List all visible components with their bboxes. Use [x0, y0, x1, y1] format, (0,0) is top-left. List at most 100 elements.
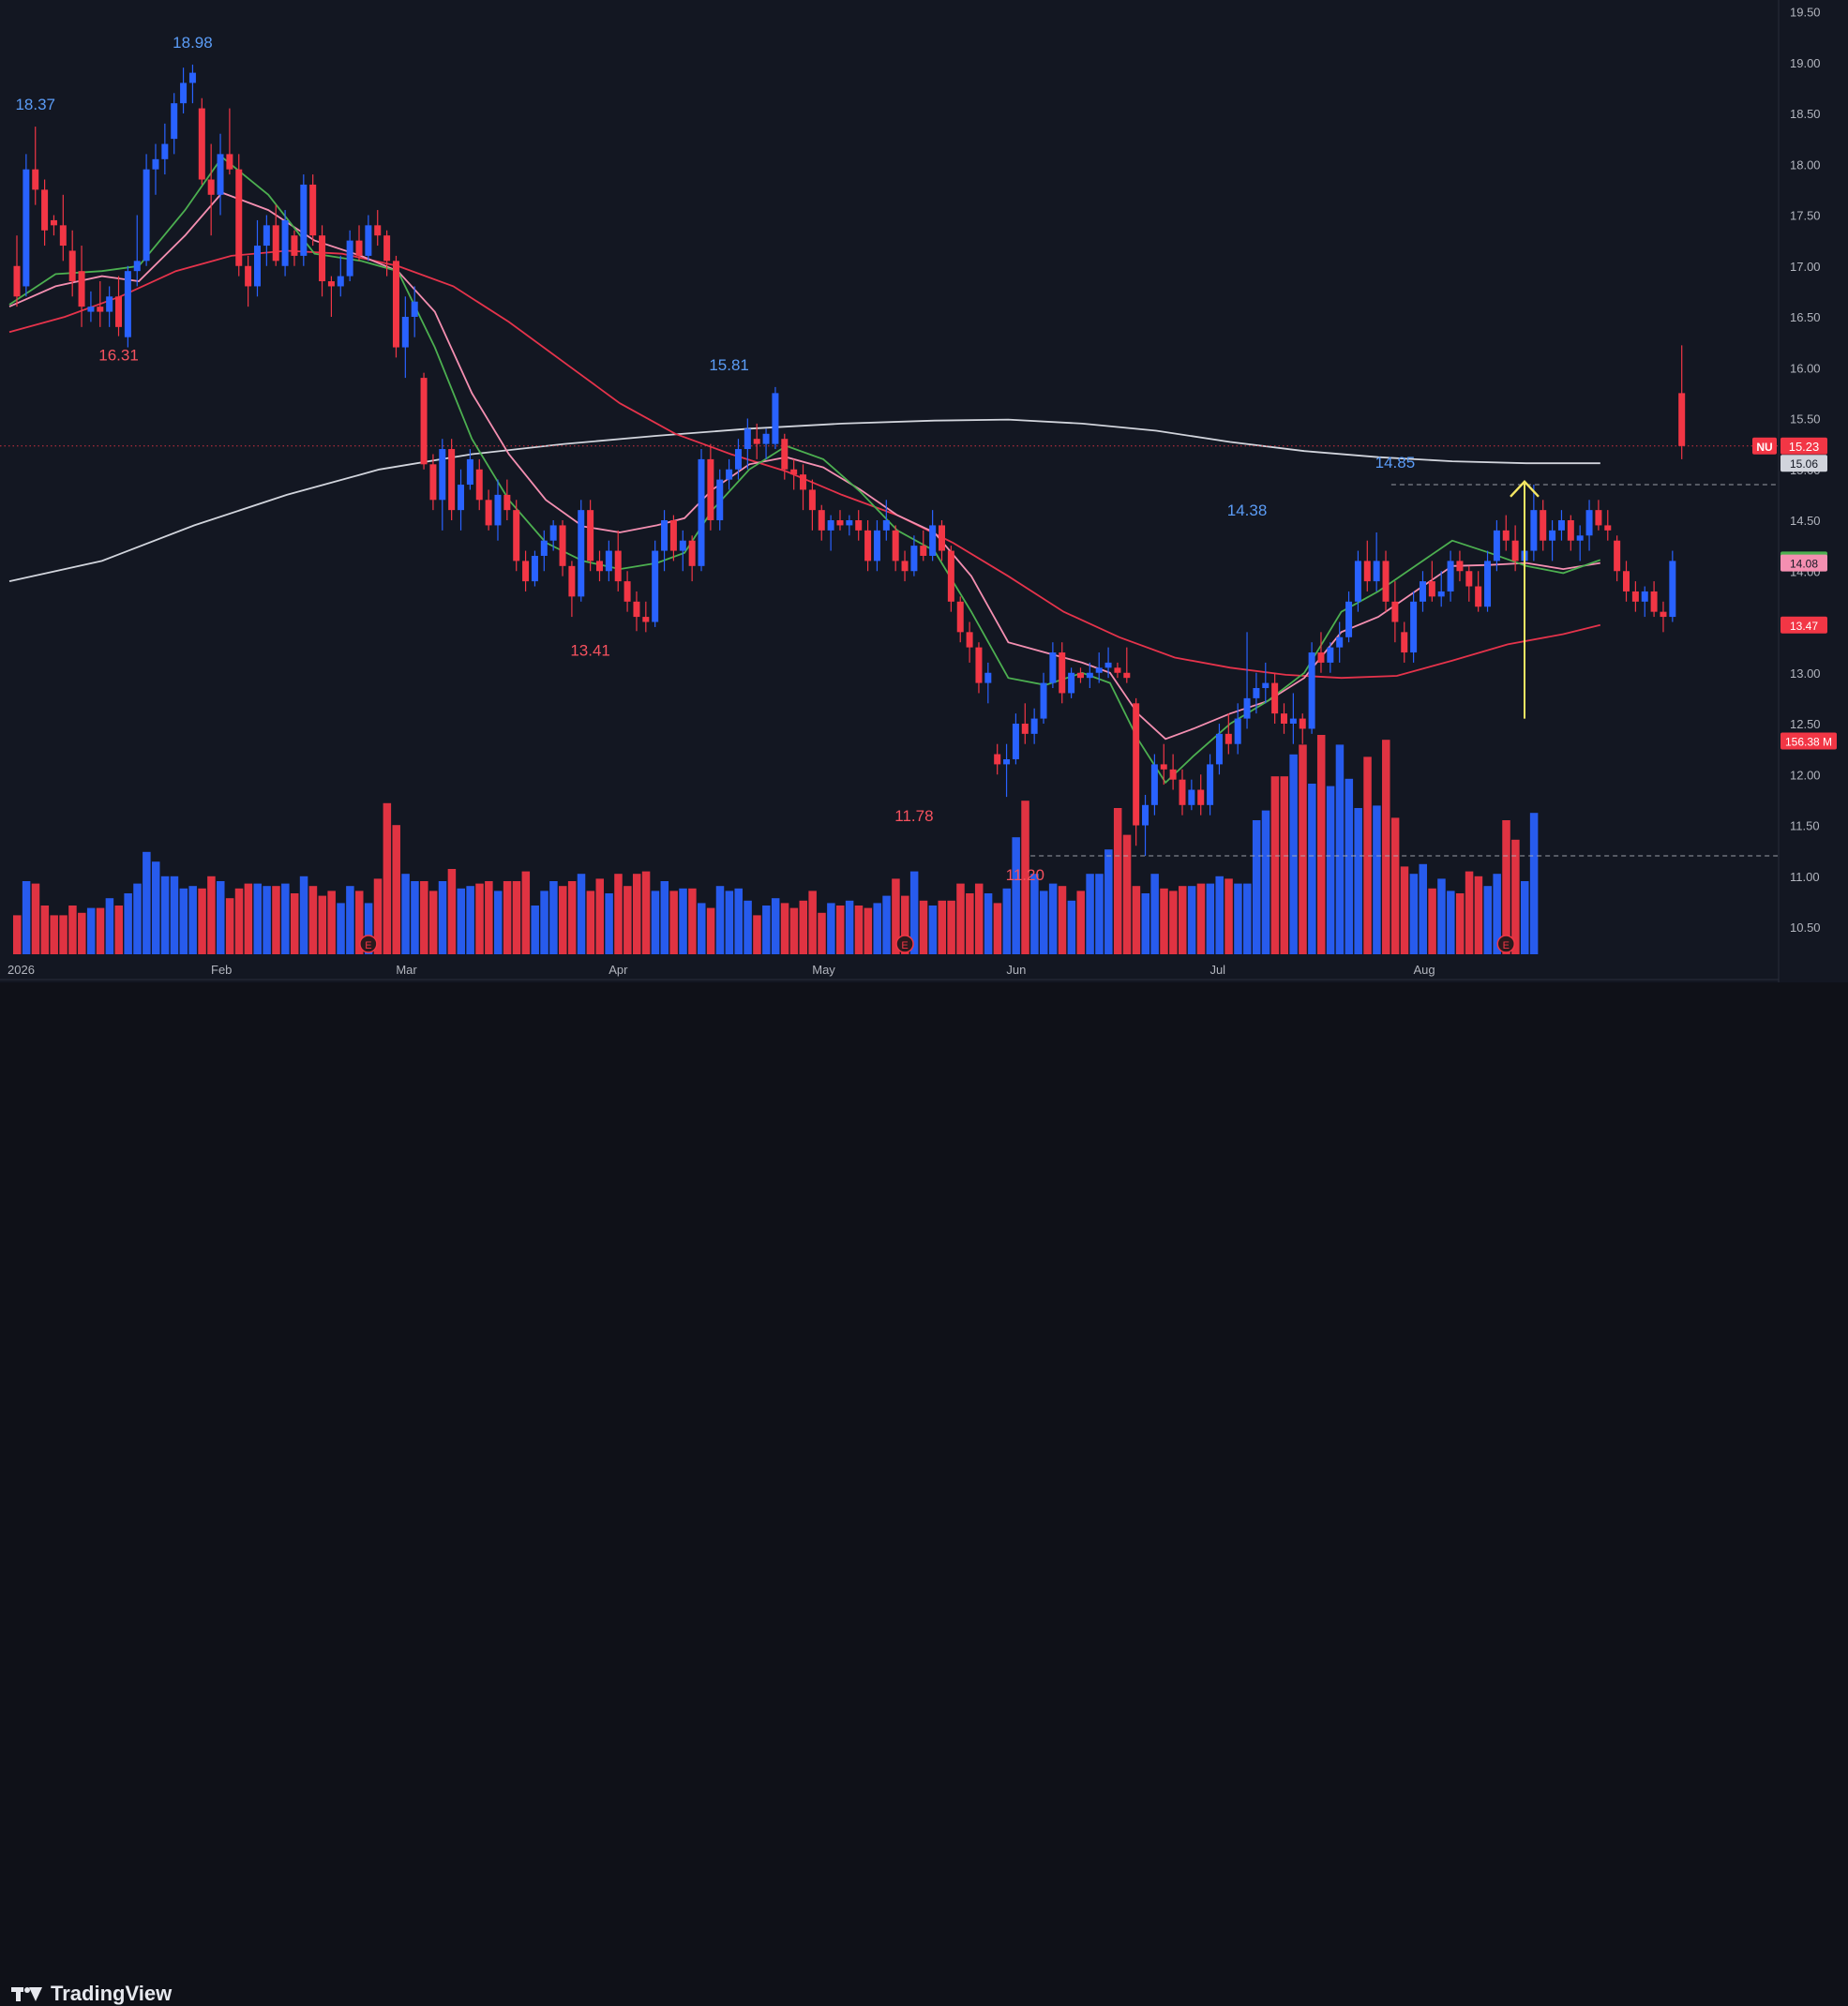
candle	[808, 479, 816, 531]
candle-body	[642, 617, 650, 622]
volume-bar	[1169, 891, 1178, 954]
candle	[87, 291, 95, 322]
candle-body	[1133, 703, 1140, 826]
volume-bar	[1095, 874, 1104, 954]
volume-bar	[1187, 886, 1196, 954]
candle-body	[882, 520, 890, 531]
footer-bar: TradingView	[0, 982, 1848, 2005]
volume-bar	[845, 900, 854, 954]
volume-bar	[217, 881, 225, 954]
price-tick-label: 19.00	[1790, 56, 1821, 70]
candle-body	[1502, 530, 1510, 541]
volume-bar	[1316, 735, 1326, 954]
volume-bar	[160, 876, 170, 954]
candle	[910, 535, 918, 576]
candle-body	[846, 520, 853, 526]
candle-body	[513, 510, 520, 561]
candle	[726, 458, 733, 490]
volume-bar	[909, 871, 919, 954]
candle	[309, 174, 317, 247]
volume-bar	[679, 888, 687, 954]
candle	[1142, 794, 1149, 857]
price-annotation: 18.37	[15, 96, 55, 113]
volume-bar	[586, 891, 595, 954]
candle-body	[1095, 667, 1103, 673]
volume-bar	[1437, 878, 1446, 954]
candle-body	[753, 439, 760, 444]
candle	[1678, 345, 1686, 459]
volume-bar	[669, 891, 678, 954]
volume-bar	[457, 888, 466, 954]
price-tick-label: 18.00	[1790, 157, 1821, 172]
candle	[864, 520, 872, 572]
candle	[679, 530, 686, 572]
time-tick-label: Apr	[608, 963, 628, 977]
ma-long-line	[8, 418, 1600, 582]
volume-bar	[22, 881, 31, 954]
candle	[1207, 754, 1214, 816]
candle-body	[291, 235, 298, 256]
candle-body	[1253, 688, 1260, 698]
volume-bar	[59, 915, 68, 954]
candle-body	[1114, 667, 1121, 673]
candle-body	[1169, 769, 1177, 780]
axis-price-badge: 13.47	[1780, 616, 1827, 634]
volume-bar	[225, 898, 234, 954]
candle	[827, 515, 834, 551]
tradingview-logo[interactable]: TradingView	[11, 1982, 172, 2006]
candle	[115, 276, 123, 337]
candle-body	[661, 520, 669, 551]
candle	[688, 535, 696, 582]
candle-body	[1234, 718, 1241, 744]
price-tick-label: 12.00	[1790, 768, 1821, 782]
volume-bar	[1122, 834, 1132, 954]
candle	[1502, 515, 1510, 551]
candle-body	[59, 225, 67, 247]
candle	[439, 439, 446, 531]
volume-bar	[493, 891, 503, 954]
volume-bar	[753, 915, 761, 954]
ticker-price-badge: NU 15.23	[1752, 437, 1827, 455]
volume-bar	[411, 881, 419, 954]
volume-bar	[114, 906, 124, 954]
candle	[956, 596, 964, 643]
volume-bar	[901, 895, 909, 954]
candle-body	[485, 500, 492, 526]
volume-bar	[1502, 820, 1510, 954]
price-tick-label: 12.50	[1790, 717, 1821, 731]
volume-bar	[974, 883, 984, 954]
volume-bar	[1141, 893, 1150, 954]
candle	[503, 479, 511, 520]
candle-body	[1059, 652, 1066, 694]
price-chart[interactable]: 18.37 18.98 16.31 15.81 13.41 11.78 11.20 14.38…	[0, 0, 1848, 982]
candle-body	[1437, 591, 1445, 597]
candle-body	[1614, 540, 1621, 572]
volume-bar	[1030, 874, 1039, 954]
candle	[1003, 743, 1011, 798]
volume-bar	[1261, 810, 1270, 954]
candle	[281, 210, 289, 277]
volume-bar	[151, 861, 160, 954]
candle	[41, 179, 49, 247]
candle	[790, 458, 798, 490]
volume-bar	[1280, 776, 1289, 954]
volume-bar	[188, 886, 197, 954]
candle-body	[41, 189, 49, 231]
volume-bar	[337, 903, 345, 954]
candle	[23, 154, 30, 297]
candle-body	[300, 184, 308, 256]
candle	[1540, 500, 1547, 551]
candle-body	[1021, 724, 1029, 734]
candle	[494, 479, 502, 541]
volume-bar	[1058, 886, 1067, 954]
candle	[1104, 647, 1112, 679]
candle	[1068, 667, 1075, 698]
volume-bar	[549, 881, 558, 954]
volume-bar	[373, 878, 383, 954]
candle	[1095, 652, 1103, 683]
candle	[337, 255, 344, 297]
candle-body	[87, 307, 95, 312]
candle-body	[23, 169, 30, 287]
candle	[152, 143, 159, 195]
candle-body	[1345, 601, 1353, 637]
